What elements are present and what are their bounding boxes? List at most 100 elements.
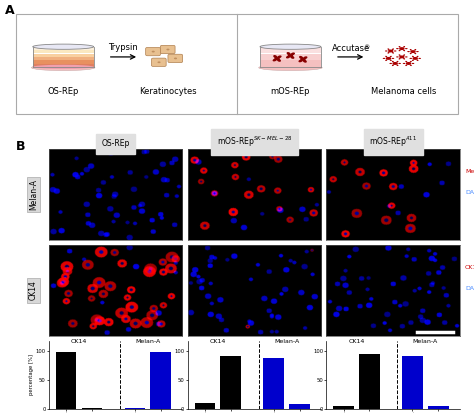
Ellipse shape bbox=[406, 62, 411, 65]
FancyBboxPatch shape bbox=[33, 47, 94, 50]
FancyBboxPatch shape bbox=[260, 47, 321, 53]
Ellipse shape bbox=[410, 64, 412, 66]
Text: DAPI: DAPI bbox=[465, 286, 474, 291]
Text: Melanoma cells: Melanoma cells bbox=[372, 87, 437, 95]
Ellipse shape bbox=[392, 58, 394, 59]
Bar bbox=[264, 358, 284, 409]
Ellipse shape bbox=[386, 57, 391, 60]
Title: OS-REp: OS-REp bbox=[101, 139, 130, 148]
Ellipse shape bbox=[152, 51, 155, 52]
Text: B: B bbox=[16, 140, 25, 153]
Y-axis label: percentage [%]: percentage [%] bbox=[29, 354, 34, 395]
FancyBboxPatch shape bbox=[146, 47, 160, 56]
Ellipse shape bbox=[407, 51, 410, 52]
Ellipse shape bbox=[412, 59, 414, 61]
Ellipse shape bbox=[399, 47, 404, 50]
Ellipse shape bbox=[403, 50, 405, 51]
Ellipse shape bbox=[299, 59, 303, 62]
Ellipse shape bbox=[399, 50, 401, 51]
Ellipse shape bbox=[277, 55, 282, 59]
Ellipse shape bbox=[290, 56, 294, 59]
Ellipse shape bbox=[399, 54, 401, 56]
Text: A: A bbox=[5, 4, 15, 17]
Ellipse shape bbox=[414, 49, 416, 51]
Ellipse shape bbox=[396, 48, 399, 49]
Text: CK14: CK14 bbox=[348, 339, 365, 344]
Ellipse shape bbox=[405, 56, 408, 57]
Ellipse shape bbox=[392, 64, 394, 66]
Ellipse shape bbox=[302, 59, 307, 63]
Text: Melan-A: Melan-A bbox=[29, 179, 38, 210]
Text: Melan-A: Melan-A bbox=[413, 339, 438, 344]
Text: Trypsin: Trypsin bbox=[109, 43, 138, 52]
Ellipse shape bbox=[405, 61, 407, 62]
Ellipse shape bbox=[383, 58, 385, 59]
Text: OS-REp: OS-REp bbox=[47, 87, 79, 95]
Ellipse shape bbox=[419, 58, 421, 59]
Text: CK14: CK14 bbox=[29, 280, 38, 300]
Ellipse shape bbox=[405, 48, 408, 49]
Ellipse shape bbox=[410, 61, 412, 62]
Ellipse shape bbox=[31, 65, 95, 71]
Ellipse shape bbox=[385, 59, 387, 61]
Text: ®: ® bbox=[363, 45, 369, 50]
Ellipse shape bbox=[287, 52, 291, 55]
Ellipse shape bbox=[259, 65, 322, 71]
Text: mOS-REp: mOS-REp bbox=[271, 87, 310, 95]
FancyBboxPatch shape bbox=[33, 54, 94, 57]
Ellipse shape bbox=[390, 59, 392, 61]
Ellipse shape bbox=[291, 52, 295, 55]
Ellipse shape bbox=[300, 58, 306, 60]
FancyBboxPatch shape bbox=[152, 58, 166, 66]
Ellipse shape bbox=[385, 50, 388, 52]
Ellipse shape bbox=[274, 57, 280, 59]
Ellipse shape bbox=[33, 65, 94, 69]
Ellipse shape bbox=[410, 50, 416, 53]
Text: CK14: CK14 bbox=[465, 265, 474, 270]
Bar bbox=[333, 406, 354, 409]
Ellipse shape bbox=[392, 52, 394, 54]
Ellipse shape bbox=[410, 52, 412, 54]
FancyBboxPatch shape bbox=[17, 14, 457, 114]
Ellipse shape bbox=[417, 59, 419, 61]
Text: DAPI: DAPI bbox=[465, 190, 474, 195]
Ellipse shape bbox=[273, 58, 277, 62]
Text: Melan-A: Melan-A bbox=[465, 169, 474, 174]
Title: mOS-REp$^{SK-MEL-28}$: mOS-REp$^{SK-MEL-28}$ bbox=[217, 135, 292, 149]
Ellipse shape bbox=[174, 57, 177, 59]
Title: mOS-REp$^{A11}$: mOS-REp$^{A11}$ bbox=[369, 135, 417, 149]
Ellipse shape bbox=[392, 61, 394, 62]
Bar bbox=[428, 406, 448, 409]
FancyBboxPatch shape bbox=[260, 60, 321, 67]
FancyBboxPatch shape bbox=[33, 64, 94, 67]
Ellipse shape bbox=[417, 56, 419, 57]
Ellipse shape bbox=[288, 54, 293, 57]
Ellipse shape bbox=[403, 46, 405, 47]
Bar bbox=[402, 356, 423, 409]
Ellipse shape bbox=[403, 58, 405, 59]
Ellipse shape bbox=[273, 55, 277, 58]
Ellipse shape bbox=[387, 52, 390, 54]
Ellipse shape bbox=[410, 58, 412, 59]
Ellipse shape bbox=[389, 63, 392, 64]
Ellipse shape bbox=[399, 55, 404, 58]
FancyBboxPatch shape bbox=[33, 57, 94, 60]
Ellipse shape bbox=[166, 49, 170, 50]
Ellipse shape bbox=[410, 49, 412, 51]
FancyBboxPatch shape bbox=[260, 54, 321, 60]
Bar bbox=[289, 404, 310, 409]
Ellipse shape bbox=[392, 62, 398, 65]
Bar bbox=[56, 352, 76, 409]
Ellipse shape bbox=[416, 51, 419, 52]
FancyBboxPatch shape bbox=[168, 54, 182, 63]
Text: Keratinocytes: Keratinocytes bbox=[139, 87, 197, 95]
FancyBboxPatch shape bbox=[160, 45, 175, 54]
Ellipse shape bbox=[403, 54, 405, 56]
FancyBboxPatch shape bbox=[33, 60, 94, 64]
Text: CK14: CK14 bbox=[71, 339, 87, 344]
Ellipse shape bbox=[392, 48, 394, 50]
FancyBboxPatch shape bbox=[33, 50, 94, 53]
Bar bbox=[125, 408, 146, 409]
Ellipse shape bbox=[157, 62, 161, 63]
Ellipse shape bbox=[396, 64, 399, 66]
